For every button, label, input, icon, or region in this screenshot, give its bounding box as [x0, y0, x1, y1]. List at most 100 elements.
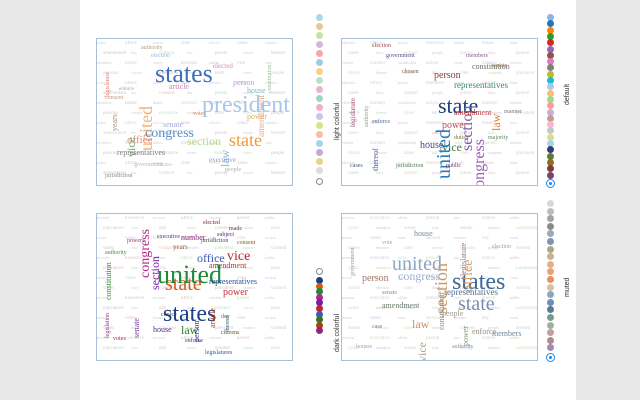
palette-swatch	[547, 298, 554, 306]
filler-word: elected	[516, 326, 531, 331]
word-congress: congress	[145, 126, 194, 141]
palette-swatch	[316, 167, 323, 174]
palette-dark-colorful[interactable]	[316, 268, 325, 335]
palette-swatch	[547, 276, 554, 283]
filler-word: house	[404, 226, 416, 231]
palette-select-ring[interactable]	[547, 354, 554, 361]
palette-default[interactable]	[547, 14, 556, 187]
filler-word: made	[187, 345, 196, 350]
filler-word: election	[342, 120, 355, 125]
word-cases: cases	[350, 163, 363, 169]
filler-word: person	[516, 91, 530, 96]
filler-words: years office power state elected votes number a…	[97, 39, 292, 185]
palette-swatch	[316, 104, 323, 111]
filler-word: persons	[342, 215, 355, 220]
filler-word: vice	[237, 141, 246, 146]
filler-word: members	[426, 41, 445, 46]
filler-word: consent	[159, 131, 175, 136]
filler-word: office	[348, 71, 360, 76]
filler-word: chosen	[131, 70, 143, 75]
word-members: members	[492, 329, 522, 338]
filler-word: persons	[342, 295, 355, 300]
word-government: government	[350, 247, 356, 276]
filler-word: manner	[243, 245, 255, 250]
palette-swatch	[547, 268, 554, 276]
filler-word: persons	[153, 295, 166, 300]
filler-word: state	[398, 235, 406, 240]
filler-word: power	[398, 120, 408, 125]
filler-word: chosen	[131, 110, 143, 115]
filler-word: votes	[237, 161, 248, 166]
palette-swatch	[547, 32, 554, 40]
palette-label-dark-colorful: dark colorful	[334, 313, 341, 352]
filler-word: power	[237, 256, 250, 261]
filler-word: taxes	[404, 71, 415, 76]
filler-word: years	[348, 306, 359, 311]
filler-word: executive	[370, 216, 390, 221]
word-person: person	[362, 273, 389, 284]
word-united: united	[157, 260, 222, 289]
filler-word: state	[510, 160, 518, 165]
filler-word: provide	[97, 215, 110, 220]
palette-select-ring[interactable]	[316, 178, 323, 185]
filler-word: choice	[243, 225, 254, 230]
filler-word: duties	[348, 286, 360, 291]
filler-word: taxes	[404, 151, 415, 156]
filler-word: house	[125, 141, 137, 146]
filler-word: time	[131, 285, 139, 290]
filler-word: house	[125, 101, 137, 106]
filler-word: power	[153, 120, 163, 125]
filler-word: amendment	[103, 51, 127, 56]
word-enforce: enforce	[119, 87, 134, 92]
filler-word: people	[271, 111, 285, 116]
filler-word: public	[265, 335, 275, 340]
filler-word: day	[159, 226, 167, 231]
palette-swatch	[547, 77, 554, 84]
word-president: president	[202, 92, 290, 118]
filler-word: state	[209, 275, 217, 280]
word-section: section	[148, 256, 162, 290]
palette-swatch	[547, 152, 554, 160]
filler-word: treason	[510, 100, 522, 105]
filler-word: people	[432, 170, 443, 175]
filler-word: years	[348, 346, 359, 351]
palette-swatch	[547, 329, 554, 337]
word-authority: authority	[105, 250, 127, 256]
palette-select-ring[interactable]	[547, 179, 554, 187]
filler-word: vote	[432, 265, 439, 270]
word-jurisdiction: jurisdiction	[396, 163, 424, 169]
filler-word: public	[265, 215, 275, 220]
filler-word: consent	[159, 171, 175, 176]
word-consent: consent	[105, 95, 124, 101]
filler-word: laws	[376, 130, 384, 135]
filler-word: legislature	[103, 306, 124, 311]
filler-word: year	[131, 305, 138, 310]
word-amendment: amendment	[454, 108, 492, 117]
filler-word: laws	[271, 266, 281, 271]
filler-word: choice	[482, 296, 496, 301]
filler-word: number	[265, 40, 278, 45]
word-day: day	[221, 314, 230, 320]
filler-word: congress	[488, 150, 502, 155]
word-vice: vice	[227, 249, 251, 264]
filler-word: persons	[103, 71, 119, 76]
word-government: government	[134, 162, 163, 168]
filler-word: court	[510, 235, 519, 240]
palette-select-ring[interactable]	[316, 268, 323, 275]
word-members: members	[466, 53, 488, 59]
palette-swatch	[316, 158, 323, 165]
filler-word: members	[97, 140, 112, 145]
word-law: law	[181, 323, 199, 337]
filler-word: provide	[97, 255, 110, 260]
filler-word: executive	[159, 71, 179, 76]
filler-word: power	[153, 80, 163, 85]
filler-word: court	[510, 315, 519, 320]
filler-word: executive	[125, 256, 145, 261]
filler-word: years	[97, 40, 106, 45]
filler-word: section	[426, 316, 441, 321]
filler-word: section	[426, 276, 441, 281]
palette-muted[interactable]	[547, 200, 556, 361]
filler-word: amendment	[103, 91, 127, 96]
filler-word: votes	[237, 121, 248, 126]
palette-light-colorful[interactable]	[316, 14, 325, 185]
